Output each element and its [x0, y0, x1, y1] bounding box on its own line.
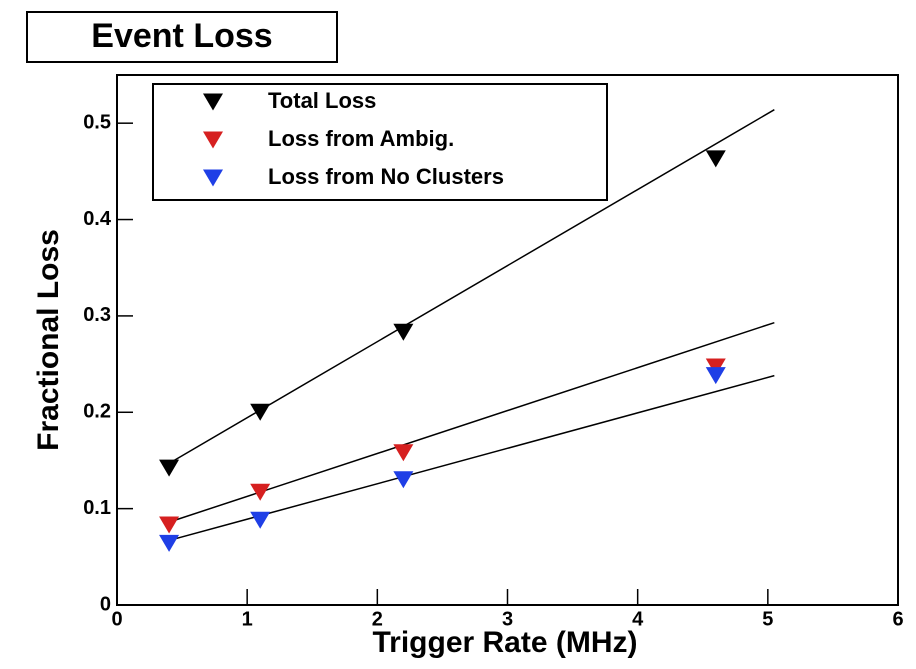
- marker: [705, 367, 726, 385]
- marker: [159, 516, 180, 534]
- y-axis-label: Fractional Loss: [32, 229, 65, 451]
- x-tick-label: 4: [632, 608, 644, 630]
- fit-line: [168, 321, 775, 523]
- marker: [393, 323, 414, 341]
- x-tick-label: 3: [502, 608, 513, 630]
- legend-label: Loss from Ambig.: [268, 126, 454, 151]
- x-tick-label: 6: [892, 608, 903, 630]
- marker: [250, 403, 271, 421]
- chart-title: Event Loss: [91, 17, 272, 55]
- title-box: [26, 11, 338, 63]
- fit-line: [168, 374, 775, 542]
- x-axis-label: Trigger Rate (MHz): [372, 626, 637, 659]
- fit-line: [168, 109, 775, 464]
- y-tick-label: 0.4: [83, 208, 112, 230]
- x-tick-label: 1: [242, 608, 253, 630]
- marker: [393, 471, 414, 489]
- x-tick-label: 5: [762, 608, 773, 630]
- marker: [705, 150, 726, 168]
- legend-marker: [203, 169, 223, 187]
- x-tick-label: 0: [111, 608, 122, 630]
- y-tick-label: 0.1: [83, 497, 111, 519]
- y-tick-label: 0.3: [83, 304, 111, 326]
- y-tick-label: 0: [100, 593, 111, 615]
- marker: [159, 459, 180, 477]
- legend-marker: [203, 131, 223, 149]
- marker: [393, 444, 414, 462]
- legend-label: Total Loss: [268, 88, 376, 113]
- y-tick-label: 0.5: [83, 111, 111, 133]
- marker: [250, 483, 271, 501]
- marker: [705, 358, 726, 376]
- legend-label: Loss from No Clusters: [268, 164, 504, 189]
- legend-box: [152, 83, 608, 201]
- y-tick-label: 0.2: [83, 401, 111, 423]
- marker: [250, 511, 271, 529]
- legend-marker: [203, 93, 223, 111]
- marker: [159, 534, 180, 552]
- x-tick-label: 2: [372, 608, 383, 630]
